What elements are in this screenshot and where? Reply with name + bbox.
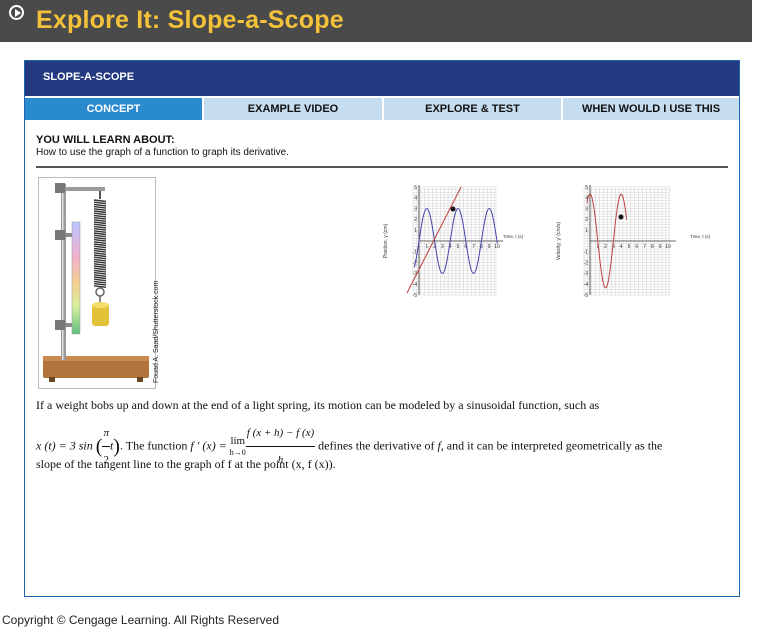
tab-when-would-i-use-this[interactable]: WHEN WOULD I USE THIS (561, 98, 739, 120)
x-tick-label: 6 (635, 244, 638, 250)
panel-header: SLOPE-A-SCOPE (25, 61, 739, 96)
y-tick-label: 3 (585, 206, 588, 212)
body-paragraph-1: If a weight bobs up and down at the end … (36, 398, 600, 412)
tangent-point (450, 206, 456, 212)
divider (36, 166, 728, 168)
x-tick-label: 9 (488, 244, 491, 250)
x-tick-label: 5 (628, 244, 631, 250)
x-tick-label: 10 (494, 244, 500, 250)
y-tick-label: -3 (413, 271, 418, 277)
photo-credit: Fouad A. Saad/Shutterstock.com (153, 280, 160, 383)
learn-heading: YOU WILL LEARN ABOUT: (36, 134, 175, 146)
y-tick-label: 2 (585, 217, 588, 223)
tab-bar: CONCEPT EXAMPLE VIDEO EXPLORE & TEST WHE… (25, 98, 739, 120)
content-panel: SLOPE-A-SCOPE CONCEPT EXAMPLE VIDEO EXPL… (24, 60, 740, 597)
y-tick-label: 5 (585, 185, 588, 191)
play-circle-icon[interactable] (9, 5, 24, 20)
y-tick-label: -4 (413, 282, 418, 288)
x-tick-label: 2 (604, 244, 607, 250)
x-tick-label: 4 (620, 244, 623, 250)
difference-quotient: f (x + h) − f (x) h (245, 420, 316, 473)
body-paragraph-3: slope of the tangent line to the graph o… (36, 457, 336, 471)
spring-weight-photo (38, 177, 156, 389)
x-tick-label: 7 (643, 244, 646, 250)
y-tick-label: 1 (414, 228, 417, 234)
y-tick-label: 5 (414, 185, 417, 191)
position-axis-label: Position, y (cm) (383, 223, 389, 258)
y-tick-label: -1 (584, 250, 589, 256)
x-tick-label: 8 (651, 244, 654, 250)
learn-description: How to use the graph of a function to gr… (36, 147, 289, 158)
derivative-notation: f ′ (x) = (190, 438, 230, 453)
tangent-line (406, 186, 462, 294)
y-tick-label: -5 (584, 293, 589, 299)
y-tick-label: 3 (414, 206, 417, 212)
y-tick-label: -5 (413, 293, 418, 299)
x-tick-label: 2 (433, 244, 436, 250)
x-tick-label: 8 (480, 244, 483, 250)
y-tick-label: -2 (584, 260, 589, 266)
position-function: x (t) = 3 sin (36, 438, 93, 453)
y-tick-label: -4 (584, 282, 589, 288)
x-tick-label: 7 (472, 244, 475, 250)
time-axis-label: Time, t (s) (503, 234, 524, 239)
x-tick-label: 4 (449, 244, 452, 250)
x-tick-label: 3 (612, 244, 615, 250)
y-tick-label: 4 (414, 196, 417, 202)
page-title: Explore It: Slope-a-Scope (36, 6, 344, 34)
x-tick-label: 5 (457, 244, 460, 250)
x-tick-label: 9 (659, 244, 662, 250)
x-tick-label: 1 (425, 244, 428, 250)
velocity-point (618, 214, 624, 220)
x-tick-label: 6 (464, 244, 467, 250)
x-tick-label: 3 (441, 244, 444, 250)
copyright-footer: Copyright © Cengage Learning. All Rights… (2, 613, 279, 627)
header-bar: Explore It: Slope-a-Scope (0, 0, 752, 42)
velocity-axis-label: Velocity, y' (cm/s) (556, 221, 562, 260)
tab-concept[interactable]: CONCEPT (25, 98, 202, 120)
tab-example-video[interactable]: EXAMPLE VIDEO (202, 98, 382, 120)
limit: lim h→0 (229, 434, 246, 457)
panel-title: SLOPE-A-SCOPE (43, 71, 135, 83)
y-tick-label: 4 (585, 196, 588, 202)
y-tick-label: 1 (585, 228, 588, 234)
time-axis-label: Time, t (s) (690, 234, 711, 239)
y-tick-label: -3 (584, 271, 589, 277)
x-tick-label: 1 (596, 244, 599, 250)
x-tick-label: 10 (665, 244, 671, 250)
y-tick-label: 2 (414, 217, 417, 223)
y-tick-label: -1 (413, 250, 418, 256)
body-paragraph-2: x (t) = 3 sin (π 2 t). The function f ′ (x… (36, 420, 662, 473)
tab-explore-test[interactable]: EXPLORE & TEST (382, 98, 561, 120)
